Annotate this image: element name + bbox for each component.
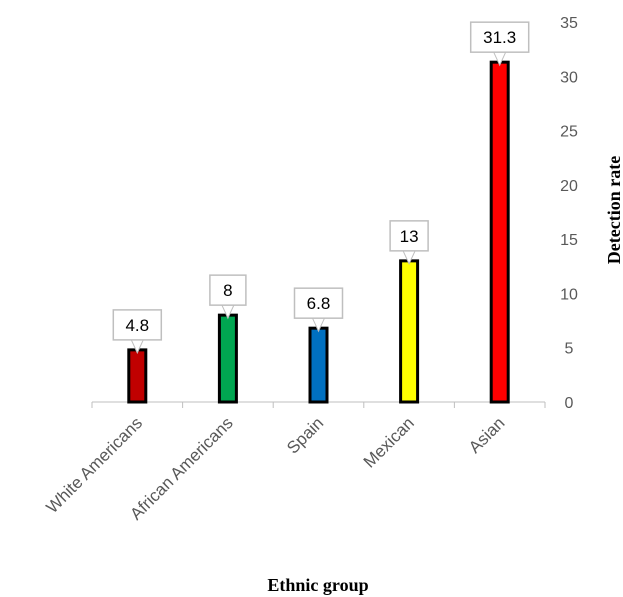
y-tick-label: 5 [565, 341, 574, 358]
y-tick-label: 25 [560, 124, 578, 141]
bar [489, 60, 510, 404]
data-label: 8 [223, 281, 232, 300]
bar [308, 326, 329, 404]
data-label-box [209, 274, 247, 306]
data-label: 13 [400, 227, 419, 246]
x-tick-label: White Americans [43, 413, 147, 517]
y-tick-label: 0 [565, 395, 574, 412]
data-label-box [112, 309, 163, 341]
y-axis-title: Detection rate [604, 156, 623, 264]
label-layer: 4.8 8 6.8 13 31.3 [112, 21, 530, 355]
bar-layer [127, 60, 510, 404]
x-tick-label: Spain [283, 413, 327, 457]
y-tick-label: 20 [560, 178, 578, 195]
bar [127, 348, 148, 404]
data-label: 31.3 [483, 28, 516, 47]
bar [399, 259, 420, 404]
bar [217, 313, 238, 404]
y-tick-label: 15 [560, 232, 578, 249]
data-label: 6.8 [307, 294, 331, 313]
data-label-box [389, 220, 429, 252]
x-tick-label: Asian [465, 413, 509, 457]
y-tick-label: 10 [560, 286, 578, 303]
data-label: 4.8 [125, 316, 149, 335]
y-tick-label: 35 [560, 15, 578, 32]
x-axis-title: Ethnic group [267, 575, 368, 595]
y-tick-label: 30 [560, 69, 578, 86]
data-label-box [469, 21, 530, 53]
data-label-box [293, 287, 344, 319]
x-tick-label: Mexican [360, 413, 418, 471]
